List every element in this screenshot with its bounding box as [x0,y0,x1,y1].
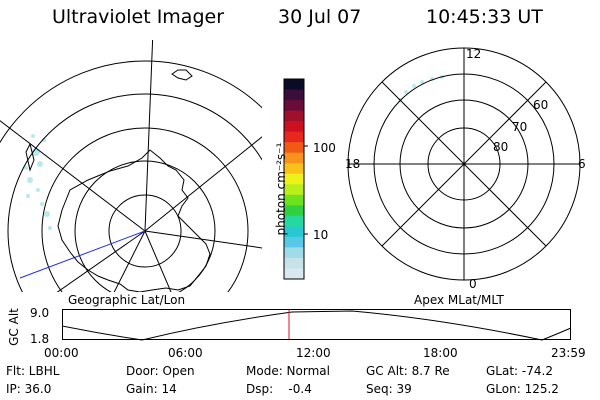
timeline-axis-label: GC Alt [7,308,21,346]
altitude-timeline-plot [62,309,572,341]
ip-status: IP: 36.0 [6,382,52,396]
mlt-line-diagonal-b [381,81,547,247]
colorbar-swatch [284,268,304,280]
mode-status: Mode: Normal [246,364,330,378]
image-time: 10:45:33 UT [426,6,543,28]
latitude-circles [0,60,262,292]
image-date: 30 Jul 07 [278,6,362,28]
colorbar-swatch [284,205,304,217]
colorbar-frame [283,78,305,280]
mlt-label-12: 12 [466,47,482,61]
colorbar-swatch [284,247,304,259]
magnetic-polar-map [347,47,581,281]
timeline-ymax: 9.0 [30,306,50,320]
colorbar-tick-100: 100 [313,141,336,155]
altitude-curve [62,310,572,341]
time-tick-0600: 06:00 [168,346,203,360]
colorbar-swatch [284,79,304,91]
dsp-status: Dsp: -0.4 [246,382,312,396]
longitude-lines [0,40,262,292]
aurora-speckle [398,75,444,102]
timeline-ymin: 1.8 [30,332,50,346]
mlat-label-80: 80 [493,140,509,154]
time-tick-0000: 00:00 [44,346,79,360]
aurora-speckle [24,134,52,230]
colorbar-swatch [284,110,304,122]
timeline-frame [62,309,571,340]
colorbar-swatch [284,163,304,175]
colorbar-swatch [284,142,304,154]
geographic-map-label: Geographic Lat/Lon [68,293,186,307]
filter-status: Flt: LBHL [6,364,60,378]
gc-altitude-status: GC Alt: 8.7 Re [366,364,450,378]
time-tick-1200: 12:00 [296,346,331,360]
gain-status: Gain: 14 [126,382,177,396]
antarctica-coastline [57,149,211,292]
mlat-label-70: 70 [512,120,528,134]
mlt-label-0: 0 [469,277,477,291]
colorbar-swatch [284,257,304,269]
geographic-map [0,40,262,292]
mlat-label-60: 60 [533,98,549,112]
colorbar-swatch [284,89,304,101]
colorbar-swatch [284,215,304,227]
magnetic-map-label: Apex MLat/MLT [414,293,504,307]
colorbar-swatch [284,121,304,133]
colorbar-swatch [284,226,304,238]
time-tick-1800: 18:00 [423,346,458,360]
mlt-label-18: 18 [345,157,361,171]
colorbar-swatch [284,184,304,196]
mlt-label-6: 6 [578,157,586,171]
south-america-coastline [171,69,193,81]
colorbar-unit-label: photon cm⁻²s⁻¹ [274,142,288,236]
colorbar-swatch [284,173,304,185]
geographic-longitude: GLon: 125.2 [486,382,559,396]
geographic-latitude: GLat: -74.2 [486,364,553,378]
colorbar-tick-10: 10 [313,228,329,242]
colorbar-swatch [284,100,304,112]
sequence-status: Seq: 39 [366,382,412,396]
colorbar-swatch [284,131,304,143]
color-scale-bar [283,78,308,280]
door-status: Door: Open [126,364,195,378]
time-tick-2359: 23:59 [551,346,586,360]
instrument-title: Ultraviolet Imager [52,6,225,28]
colorbar-swatch [284,152,304,164]
colorbar-swatch [284,194,304,206]
satellite-direction-line [19,230,146,279]
colorbar-swatch [284,236,304,248]
